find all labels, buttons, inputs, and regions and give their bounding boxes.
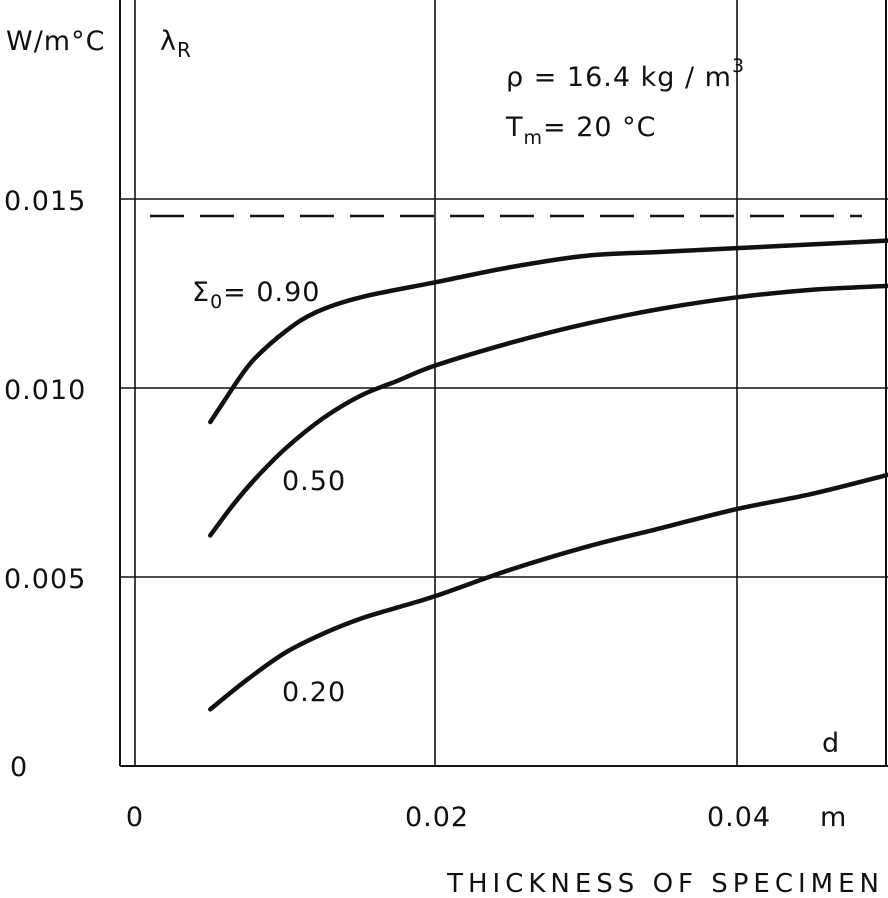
series-label-050: 0.50	[282, 466, 346, 497]
series-label-090: Σ0= 0.90	[192, 277, 320, 313]
density-text: = 16.4 kg / m	[524, 62, 732, 93]
y-symbol-sub: R	[177, 38, 192, 62]
x-tick-label-002: 0.02	[405, 802, 469, 833]
emissivity-sub: 0	[210, 291, 223, 313]
y-unit-label: W/m°C	[6, 26, 105, 57]
y-tick-label-0015: 0.015	[4, 186, 86, 217]
density-exponent: 3	[732, 55, 745, 77]
curve-020	[208, 472, 888, 712]
grid	[119, 0, 888, 767]
x-tick-label-004: 0.04	[707, 802, 771, 833]
y-tick-label-0010: 0.010	[4, 375, 86, 406]
temp-sub: m	[524, 127, 544, 149]
temperature-annotation: Tm= 20 °C	[505, 112, 657, 149]
density-symbol: ρ	[506, 62, 524, 93]
y-tick-label-0: 0	[10, 752, 28, 783]
x-unit-label: m	[820, 802, 847, 833]
x-symbol-label: d	[822, 728, 840, 759]
temp-text: = 20 °C	[543, 112, 657, 143]
x-tick-label-0: 0	[126, 802, 144, 833]
curve-090	[208, 238, 888, 425]
density-annotation: ρ = 16.4 kg / m3	[506, 55, 745, 93]
x-axis-title: THICKNESS OF SPECIMEN	[446, 869, 884, 898]
series-label-020: 0.20	[282, 677, 346, 708]
series-layer	[208, 238, 888, 712]
curve-050	[208, 283, 888, 538]
series-name-090: = 0.90	[223, 277, 320, 308]
y-tick-label-0005: 0.005	[4, 564, 86, 595]
y-symbol: λ	[160, 26, 177, 57]
temp-symbol: T	[505, 112, 524, 143]
emissivity-symbol: Σ	[192, 277, 210, 308]
y-symbol-label: λR	[160, 26, 192, 62]
